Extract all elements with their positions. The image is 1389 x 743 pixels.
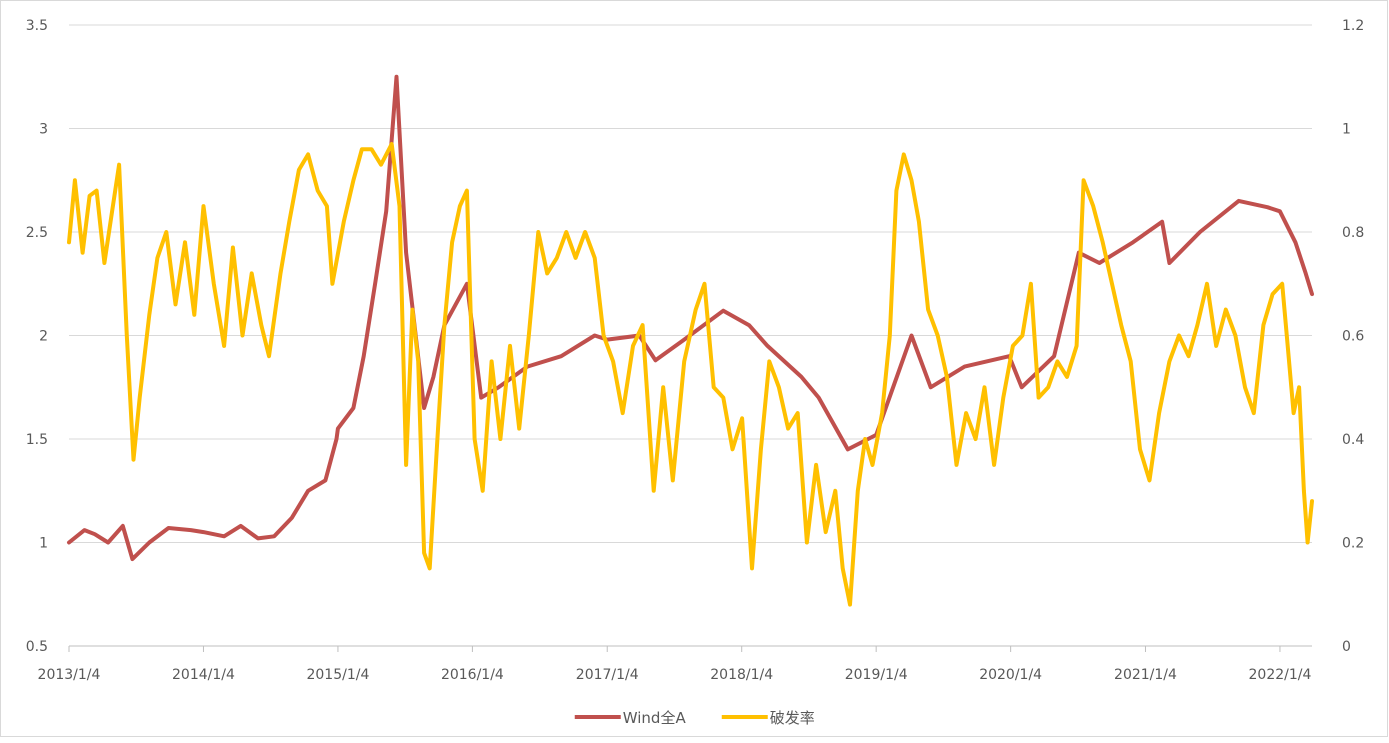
y-right-tick-label: 0	[1342, 639, 1351, 655]
y-left-tick-label: 3.5	[26, 18, 48, 34]
y-right-tick-label: 0.6	[1342, 329, 1364, 345]
legend: Wind全A 破发率	[574, 709, 815, 727]
x-tick-label: 2016/1/4	[441, 667, 504, 683]
y-right-tick-label: 0.2	[1342, 536, 1364, 552]
x-tick-label: 2017/1/4	[576, 667, 639, 683]
x-tick-label: 2019/1/4	[845, 667, 908, 683]
axes: 0.5 1 1.5 2 2.5 3 3.5 0 0.2 0.4 0.6 0.8 1 1.2 2013/1/4…	[26, 18, 1365, 683]
y-left-tick-label: 1	[39, 536, 48, 552]
gridlines	[69, 24, 1312, 543]
y-left-tick-label: 3	[39, 122, 48, 138]
series-lines	[67, 74, 1314, 607]
x-tick-label: 2014/1/4	[172, 667, 235, 683]
y-right-tick-label: 0.4	[1342, 432, 1364, 448]
series-line-0	[67, 74, 1314, 562]
x-tick-label: 2013/1/4	[38, 667, 101, 683]
legend-label-0: Wind全A	[623, 709, 687, 727]
x-tick-label: 2020/1/4	[979, 667, 1042, 683]
x-tick-label: 2018/1/4	[710, 667, 773, 683]
x-tick-label: 2021/1/4	[1114, 667, 1177, 683]
y-left-tick-label: 1.5	[26, 432, 48, 448]
y-left-tick-label: 2.5	[26, 225, 48, 241]
x-tick-label: 2022/1/4	[1249, 667, 1312, 683]
y-right-tick-label: 1	[1342, 122, 1351, 138]
x-tick-label: 2015/1/4	[306, 667, 369, 683]
legend-label-1: 破发率	[770, 709, 815, 727]
y-right-tick-label: 1.2	[1342, 18, 1364, 34]
y-left-tick-label: 0.5	[26, 639, 48, 655]
y-left-tick-label: 2	[39, 329, 48, 345]
series-line-1	[67, 142, 1314, 607]
y-right-tick-label: 0.8	[1342, 225, 1364, 241]
